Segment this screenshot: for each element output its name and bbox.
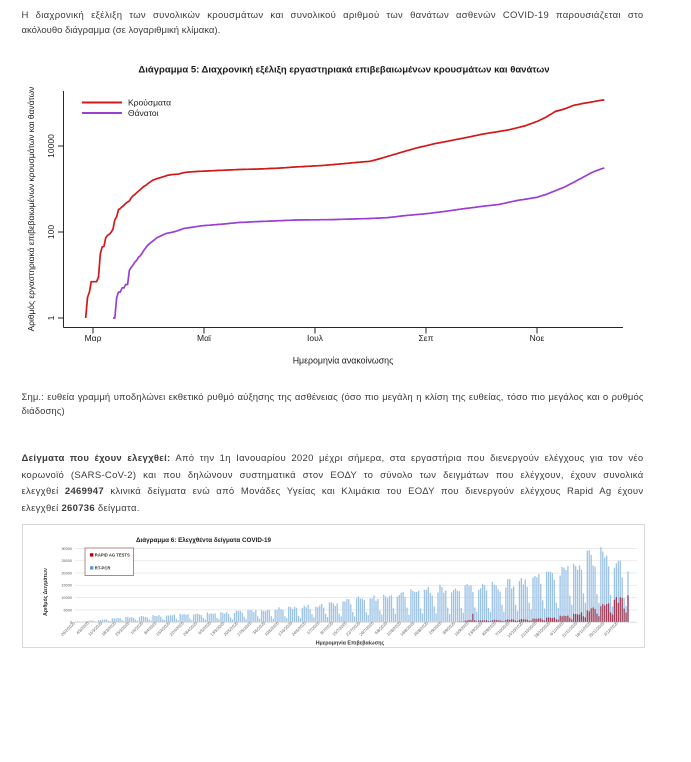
svg-text:RT-PCR: RT-PCR — [95, 566, 111, 571]
svg-text:Αριθμός εργαστηριακά επιβεβαιω: Αριθμός εργαστηριακά επιβεβαιωμένων κρου… — [26, 87, 36, 332]
svg-text:1: 1 — [46, 315, 56, 320]
svg-text:15000: 15000 — [61, 584, 72, 588]
svg-text:30000: 30000 — [61, 547, 72, 551]
svg-text:100: 100 — [46, 225, 56, 239]
svg-text:0: 0 — [70, 621, 72, 625]
svg-text:Ημερομηνία Επιβεβαίωσης: Ημερομηνία Επιβεβαίωσης — [316, 641, 385, 647]
svg-text:Σεπ: Σεπ — [419, 333, 434, 343]
svg-text:Αριθμός Δειγμάτων: Αριθμός Δειγμάτων — [43, 568, 49, 616]
svg-text:Μαϊ: Μαϊ — [197, 333, 212, 343]
svg-text:5000: 5000 — [64, 608, 72, 612]
svg-text:Κρούσματα: Κρούσματα — [128, 98, 171, 108]
svg-text:10000: 10000 — [46, 134, 56, 158]
svg-text:Διάγραμμα 6: Ελεγχθέντα δείγμα: Διάγραμμα 6: Ελεγχθέντα δείγματα COVID-1… — [136, 536, 271, 544]
svg-text:Νοε: Νοε — [530, 333, 545, 343]
svg-text:Θάνατοι: Θάνατοι — [128, 108, 159, 118]
svg-text:20000: 20000 — [61, 571, 72, 575]
svg-text:Ημερομηνία ανακοίνωσης: Ημερομηνία ανακοίνωσης — [293, 356, 394, 366]
svg-text:RAPID AG TESTS: RAPID AG TESTS — [95, 553, 130, 558]
svg-text:Μαρ: Μαρ — [85, 333, 102, 343]
svg-text:10000: 10000 — [61, 596, 72, 600]
svg-text:Διάγραμμα 5: Διαχρονική εξέλιξ: Διάγραμμα 5: Διαχρονική εξέλιξη εργαστηρ… — [138, 64, 549, 75]
svg-text:25000: 25000 — [61, 559, 72, 563]
svg-text:Ιουλ: Ιουλ — [307, 333, 324, 343]
